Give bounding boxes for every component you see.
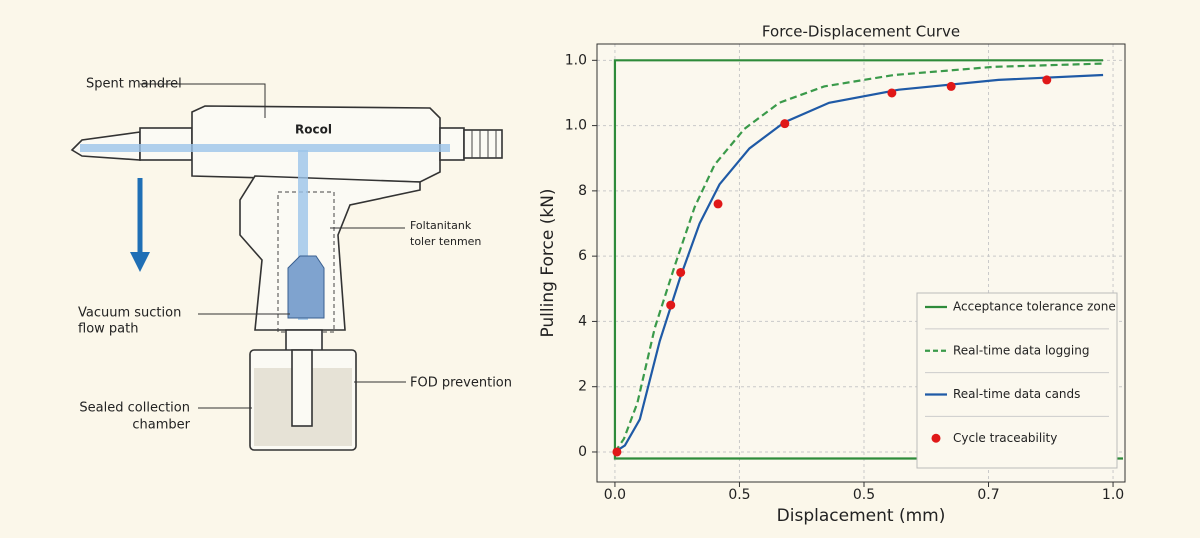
y-tick-label: 1.0 — [565, 118, 587, 134]
handle — [239, 175, 421, 331]
y-tick-label: 4 — [578, 313, 587, 329]
y-tick-label: 1.0 — [565, 52, 587, 68]
series-line — [614, 73, 1104, 453]
legend-swatch — [931, 433, 941, 443]
data-point — [1042, 75, 1052, 85]
data-point — [676, 267, 686, 277]
label: chamber — [132, 418, 190, 433]
chart-title: Force-Displacement Curve — [762, 23, 960, 41]
x-tick-label: 0.5 — [728, 487, 750, 503]
brand: Rocol — [295, 123, 332, 137]
inlet-tube — [291, 349, 313, 427]
label: Sealed collection — [79, 401, 190, 416]
label: Spent mandrel — [86, 77, 182, 92]
label: toler tenmen — [410, 235, 481, 248]
y-tick-label: 6 — [578, 248, 587, 264]
data-point — [713, 199, 723, 209]
label: Vacuum suction — [78, 306, 181, 321]
x-axis-label: Displacement (mm) — [777, 506, 946, 526]
data-point — [780, 119, 790, 129]
chart: 0 2 4 6 8 1.0 1.0 0.0 0.5 0.5 0.7 1.0 Force-Displace… — [538, 23, 1126, 526]
legend-label: Acceptance tolerance zone — [953, 300, 1116, 314]
flow-arrow-head — [130, 252, 150, 272]
data-point — [666, 300, 676, 310]
plot-frame — [596, 43, 1126, 483]
data-point — [887, 88, 897, 98]
legend-label: Cycle traceability — [953, 431, 1057, 445]
label: Foltanitank — [410, 219, 472, 232]
y-axis-label: Pulling Force (kN) — [538, 188, 558, 337]
data-point — [946, 81, 956, 91]
y-tick-label: 8 — [578, 183, 587, 199]
label: flow path — [78, 322, 138, 337]
series-line — [613, 59, 1124, 460]
leader — [140, 83, 266, 118]
coupling — [285, 329, 323, 353]
vacuum-duct — [298, 150, 308, 320]
filter — [287, 255, 325, 319]
y-tick-label: 2 — [578, 379, 587, 395]
y-tick-label: 0 — [578, 444, 587, 460]
tool-diagram: Spent mandrel Rocol Foltanitank toler te… — [70, 77, 512, 451]
mandrel-bore — [80, 144, 450, 152]
legend-box — [916, 292, 1118, 469]
x-tick-label: 0.0 — [604, 487, 626, 503]
data-point — [612, 447, 622, 457]
legend-label: Real-time data logging — [953, 343, 1089, 357]
legend-label: Real-time data cands — [953, 387, 1080, 401]
x-tick-label: 0.7 — [977, 487, 999, 503]
x-tick-label: 1.0 — [1102, 487, 1124, 503]
label: FOD prevention — [410, 376, 512, 391]
x-tick-label: 0.5 — [853, 487, 875, 503]
